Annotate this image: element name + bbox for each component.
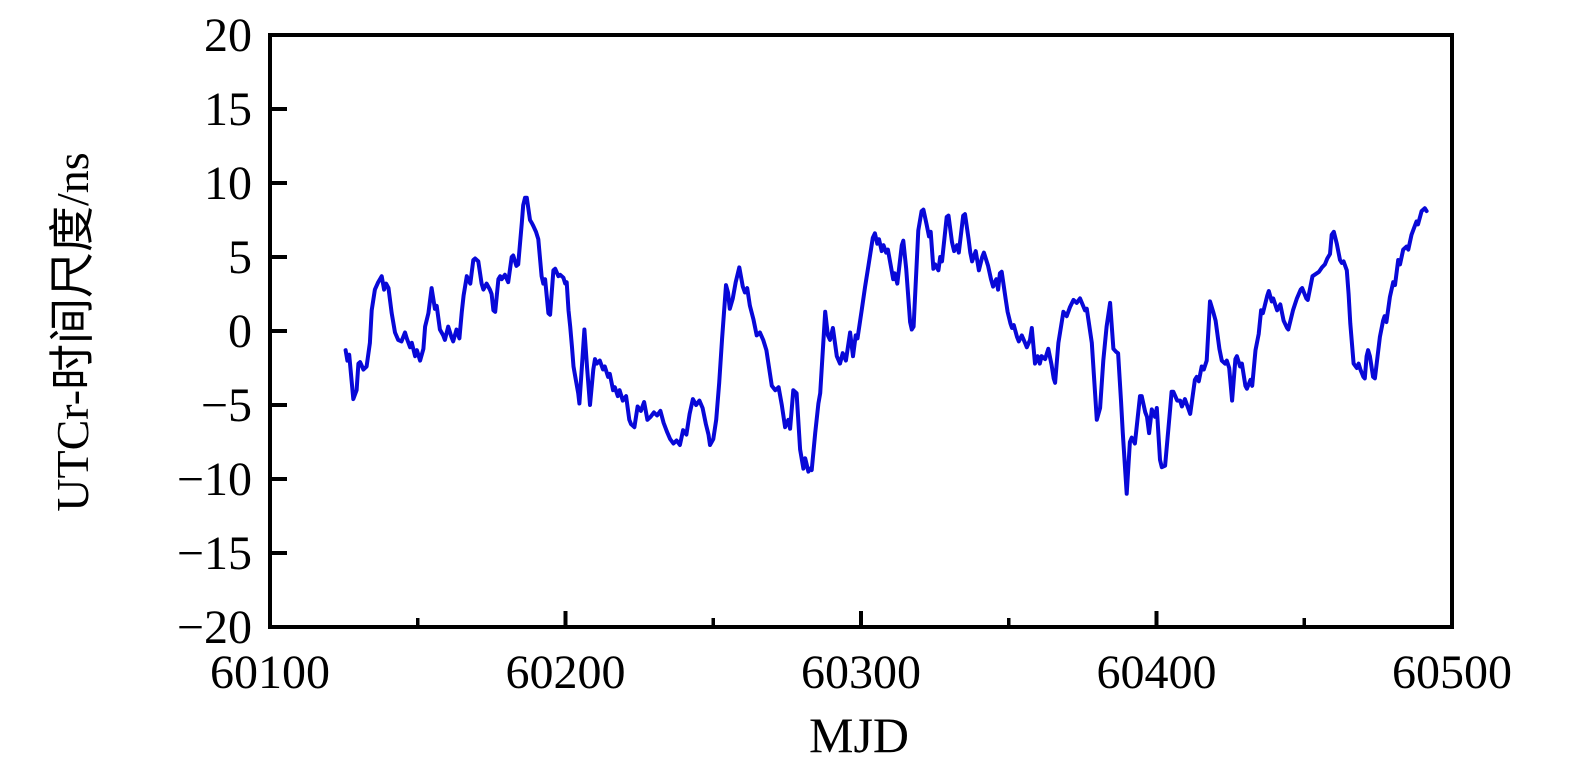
y-tick-label: 10 [204, 157, 252, 210]
x-tick-label: 60500 [1392, 646, 1512, 699]
y-tick-label: 20 [204, 9, 252, 62]
x-tick-label: 60200 [506, 646, 626, 699]
y-tick-label: −10 [177, 453, 252, 506]
y-tick-label: 15 [204, 83, 252, 136]
y-tick-label: −20 [177, 601, 252, 654]
y-axis-major-ticks [272, 33, 287, 629]
plot-frame [268, 33, 1454, 629]
y-tick-label: −15 [177, 527, 252, 580]
y-axis-label: UTCr-时间尺度/ns [47, 152, 98, 511]
y-tick-label: 0 [228, 305, 252, 358]
x-tick-label: 60100 [210, 646, 330, 699]
x-tick-label: 60300 [801, 646, 921, 699]
x-axis-tick-labels: 60100 60200 60300 60400 60500 [210, 646, 1512, 699]
x-axis-major-ticks [268, 611, 1454, 625]
y-tick-label: 5 [228, 231, 252, 284]
x-axis-label: MJD [809, 707, 909, 763]
series-line [343, 195, 1429, 496]
x-axis-minor-ticks [416, 618, 1306, 625]
y-tick-label: −5 [201, 379, 252, 432]
x-tick-label: 60400 [1097, 646, 1217, 699]
y-axis-tick-labels: −20 −15 −10 −5 0 5 10 15 20 [177, 9, 252, 654]
